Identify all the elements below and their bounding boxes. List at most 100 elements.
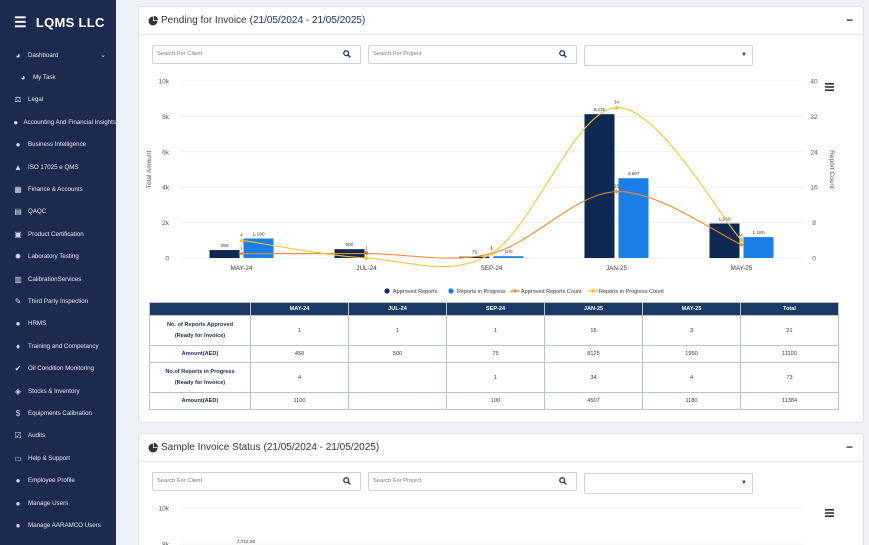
sidebar-item-dashboard[interactable]: ◕ Dashboard ⌄ [0,44,116,66]
search-icon[interactable] [559,477,567,485]
x-tick-label: JAN-25 [606,265,627,272]
client-search-input[interactable]: Search For Client [152,45,361,64]
project-search-input[interactable]: Search For Project [368,45,577,64]
approved-bar [584,114,615,258]
table-cell: 4507 [544,392,643,410]
filter-select[interactable]: ▼ [584,45,753,66]
sidebar-item-manage-aaramco-users[interactable]: ● Manage AARAMCO Users [0,514,116,536]
y-tick-label: 10k [159,506,170,513]
approved-bar [709,223,740,258]
card-title: Pending for Invoice [161,15,247,26]
chart-menu-icon[interactable] [825,509,834,517]
hamburger-menu-icon[interactable]: ☰ [14,13,27,30]
line-data-label: 1 [490,246,493,251]
collapse-button[interactable]: − [845,13,853,27]
table-cell: 34 [544,362,643,393]
sidebar-item-laboratory-testing[interactable]: ✹ Laboratory Testing [0,246,116,268]
table-cell [348,392,447,410]
people-icon: ● [15,319,21,329]
sidebar-item-calibrationservices[interactable]: ▥ CalibrationServices [0,268,116,290]
task-icon: ◕ [20,73,26,83]
approved-count-point [614,189,619,194]
legend-label: Reports in Progress [457,289,506,295]
table-cell: 11384 [740,392,839,410]
main-content: Pending for Invoice (21/05/2024 - 21/05/… [116,0,869,545]
table-header-cell: Total [740,302,839,316]
search-icon[interactable] [559,50,567,58]
sidebar-item-third-party-inspection[interactable]: ✎ Third Party Inspection [0,290,116,312]
sidebar-item-qaqc[interactable]: ▤ QAQC [0,201,116,223]
line-data-label: 4 [240,232,243,237]
table-cell: 1 [446,362,545,393]
sidebar-item-label: Oil Condition Monitoring [28,365,95,373]
bar-data-label: 7,712.50 [237,539,256,545]
chevron-down-icon[interactable]: ⌄ [100,52,106,60]
card-title: Sample Invoice Status [161,442,261,453]
calculator-icon: ▦ [14,185,22,195]
calibration-icon: ▥ [14,274,22,284]
sidebar-item-iso-17025-e-qms[interactable]: ▲ ISO 17025 e QMS [0,156,116,178]
collapse-button[interactable]: − [845,440,853,454]
x-tick-label: SEP-24 [481,265,503,272]
users-icon: ● [15,520,21,530]
sidebar-nav: ◕ Dashboard ⌄ ◕ My Task ⚖ Legal ● Accounting And… [0,44,116,537]
building-icon: ▤ [14,207,22,217]
bar-data-label: 100 [504,249,512,255]
sidebar-item-product-certification[interactable]: ▣ Product Certification [0,223,116,245]
bar-data-label: 500 [345,242,353,248]
y-tick-label: 10k [159,79,170,86]
monitor-icon: ▭ [14,453,22,463]
row-label-line: Amount(AED) [181,397,219,404]
sidebar-item-label: QAQC [28,208,47,216]
sidebar-item-stocks-inventory[interactable]: ◈ Stocks & Inventory [0,380,116,402]
sample-invoice-card: Sample Invoice Status (21/05/2024 - 21/0… [138,433,864,545]
sidebar-item-business-intelligence[interactable]: ● Business Intelligence [0,134,116,156]
row-label: No.of Reports in Progress (Ready for Invo… [149,362,251,393]
y2-tick-label: 32 [810,114,818,121]
user-circle-icon: ● [13,117,19,127]
sidebar-item-finance-accounts[interactable]: ▦ Finance & Accounts [0,178,116,200]
y2-tick-label: 24 [810,149,818,156]
sidebar-item-training-and-competancy[interactable]: ♦ Training and Competancy [0,335,116,357]
summary-table: MAY-24 JUL-24 SEP-24 JAN-25 MAY-25 Total No. … [149,302,839,410]
row-label-line: No. of Reports Approved [167,321,233,328]
approved-count-point [364,251,369,256]
sidebar-item-my-task[interactable]: ◕ My Task [0,66,116,88]
sidebar-item-oil-condition-monitoring[interactable]: ✔ Oil Condition Monitoring [0,357,116,379]
sidebar-item-label: Laboratory Testing [28,253,79,261]
sidebar-item-label: Equipments Calibration [28,409,92,417]
sidebar-item-hrms[interactable]: ● HRMS [0,313,116,335]
sidebar-item-accounting-and-financial-insights[interactable]: ● Accounting And Financial Insights [0,111,116,133]
project-search-input[interactable]: Search For Project [368,472,577,491]
sidebar-item-audits[interactable]: ☑ Audits [0,425,116,447]
table-row: No. of Reports Approved (Ready for Invoic… [149,315,839,346]
row-label-line: (Ready for Invoice) [174,332,226,339]
sidebar-item-manage-users[interactable]: ● Manage Users [0,492,116,514]
project-search-placeholder: Search For Project [373,478,422,484]
legend-label: Reports in Progress Count [599,289,664,295]
table-cell: 450 [250,345,349,363]
table-cell: 4 [642,362,741,393]
table-cell: 21 [740,315,839,346]
table-header-cell: JAN-25 [544,302,643,316]
gear-icon: ✹ [14,252,22,262]
client-search-placeholder: Search For Client [157,51,203,57]
table-row: No.of Reports in Progress (Ready for Invo… [149,362,839,393]
client-search-input[interactable]: Search For Client [152,472,361,491]
y-tick-label: 8k [162,542,170,545]
sidebar-item-help-support[interactable]: ▭ Help & Support [0,447,116,469]
line-data-label: 34 [614,100,619,105]
sidebar-item-equipments-calibration[interactable]: $ Equipments Calibration [0,402,116,424]
sidebar-item-employee-profile[interactable]: ● Employee Profile [0,469,116,491]
search-icon[interactable] [343,477,351,485]
y2-tick-label: 8 [812,220,816,227]
sidebar-item-label: Business Intelligence [28,141,87,149]
app-title: LQMS LLC [35,14,105,30]
sidebar-item-legal[interactable]: ⚖ Legal [0,89,116,111]
sidebar-item-label: Dashboard [28,51,59,59]
sidebar-item-label: CalibrationServices [28,275,82,283]
chart-menu-icon[interactable] [825,83,834,91]
search-icon[interactable] [343,50,351,58]
filter-select[interactable]: ▼ [584,473,753,494]
table-header-cell: MAY-25 [642,302,741,316]
